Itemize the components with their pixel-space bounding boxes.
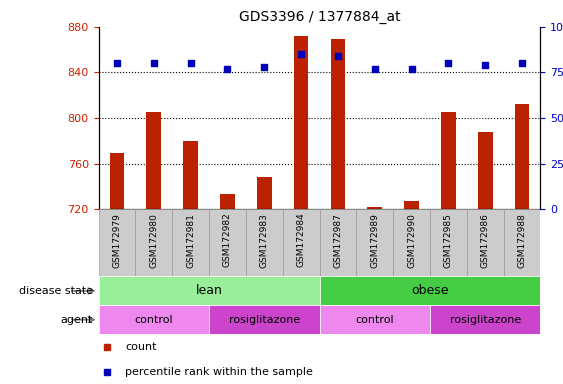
Text: GSM172984: GSM172984 bbox=[297, 213, 306, 267]
Bar bbox=[478, 132, 493, 209]
Text: GSM172988: GSM172988 bbox=[517, 213, 526, 268]
Bar bbox=[515, 104, 529, 209]
Text: obese: obese bbox=[411, 285, 449, 297]
FancyBboxPatch shape bbox=[320, 276, 540, 305]
Title: GDS3396 / 1377884_at: GDS3396 / 1377884_at bbox=[239, 10, 400, 25]
Bar bbox=[220, 194, 235, 209]
Point bbox=[223, 66, 232, 72]
Bar bbox=[330, 40, 345, 209]
Point bbox=[260, 64, 269, 70]
FancyBboxPatch shape bbox=[172, 209, 209, 276]
Bar bbox=[110, 154, 124, 209]
Text: control: control bbox=[355, 314, 394, 325]
FancyBboxPatch shape bbox=[467, 209, 504, 276]
Text: GSM172985: GSM172985 bbox=[444, 213, 453, 268]
Text: GSM172987: GSM172987 bbox=[333, 213, 342, 268]
FancyBboxPatch shape bbox=[430, 209, 467, 276]
FancyBboxPatch shape bbox=[246, 209, 283, 276]
Text: GSM172979: GSM172979 bbox=[113, 213, 122, 268]
Text: GSM172981: GSM172981 bbox=[186, 213, 195, 268]
Bar bbox=[368, 207, 382, 209]
Point bbox=[370, 66, 379, 72]
Text: GSM172980: GSM172980 bbox=[149, 213, 158, 268]
Text: GSM172989: GSM172989 bbox=[370, 213, 379, 268]
Bar bbox=[441, 113, 456, 209]
Text: percentile rank within the sample: percentile rank within the sample bbox=[125, 366, 313, 377]
Text: disease state: disease state bbox=[19, 286, 93, 296]
FancyBboxPatch shape bbox=[209, 305, 320, 334]
FancyBboxPatch shape bbox=[356, 209, 393, 276]
Bar bbox=[294, 36, 309, 209]
Text: count: count bbox=[125, 341, 157, 352]
FancyBboxPatch shape bbox=[430, 305, 540, 334]
Text: rosiglitazone: rosiglitazone bbox=[229, 314, 300, 325]
FancyBboxPatch shape bbox=[99, 209, 135, 276]
Text: GSM172982: GSM172982 bbox=[223, 213, 232, 267]
Text: lean: lean bbox=[195, 285, 222, 297]
FancyBboxPatch shape bbox=[283, 209, 319, 276]
Text: GSM172983: GSM172983 bbox=[260, 213, 269, 268]
Point bbox=[333, 53, 342, 59]
Point bbox=[297, 51, 306, 57]
FancyBboxPatch shape bbox=[320, 305, 430, 334]
Bar bbox=[183, 141, 198, 209]
FancyBboxPatch shape bbox=[99, 305, 209, 334]
Text: rosiglitazone: rosiglitazone bbox=[450, 314, 521, 325]
Bar bbox=[257, 177, 271, 209]
Text: GSM172986: GSM172986 bbox=[481, 213, 490, 268]
Point bbox=[407, 66, 416, 72]
Point bbox=[481, 62, 490, 68]
Point bbox=[149, 60, 158, 66]
Text: GSM172990: GSM172990 bbox=[407, 213, 416, 268]
Point bbox=[113, 60, 122, 66]
Text: agent: agent bbox=[60, 314, 93, 325]
FancyBboxPatch shape bbox=[135, 209, 172, 276]
FancyBboxPatch shape bbox=[393, 209, 430, 276]
Text: control: control bbox=[135, 314, 173, 325]
Point bbox=[444, 60, 453, 66]
FancyBboxPatch shape bbox=[319, 209, 356, 276]
Bar bbox=[404, 201, 419, 209]
FancyBboxPatch shape bbox=[504, 209, 540, 276]
Bar bbox=[146, 113, 161, 209]
FancyBboxPatch shape bbox=[99, 276, 320, 305]
Point bbox=[186, 60, 195, 66]
FancyBboxPatch shape bbox=[209, 209, 246, 276]
Point bbox=[517, 60, 526, 66]
